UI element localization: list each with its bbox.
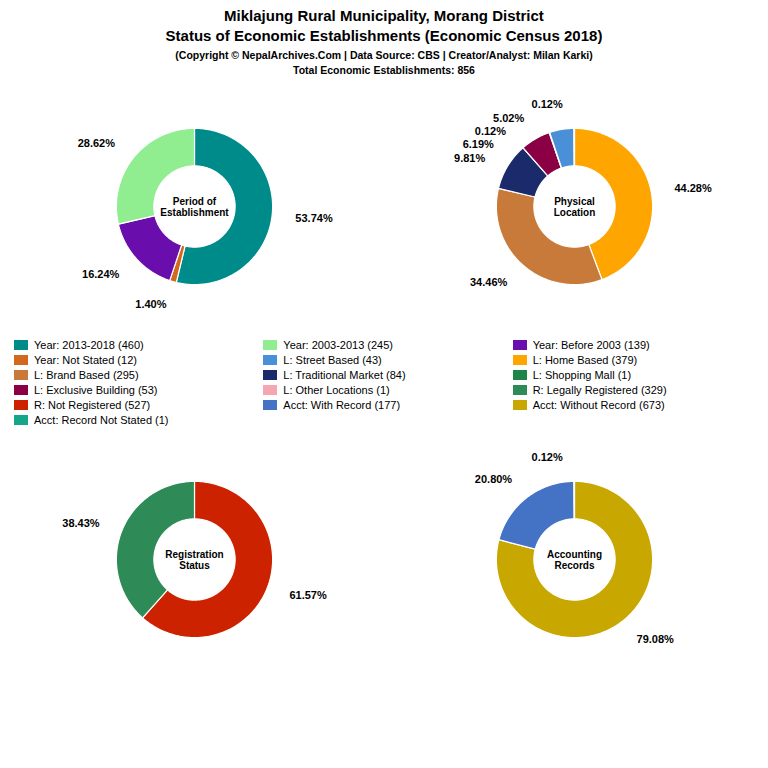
svg-text:PhysicalLocation: PhysicalLocation [554, 196, 596, 218]
svg-text:RegistrationStatus: RegistrationStatus [165, 549, 223, 571]
svg-text:0.12%: 0.12% [532, 99, 563, 111]
html-text:Miklajung Rural Municipality,: Miklajung Rural Municipality, Morang Dis… [165, 7, 603, 44]
html-text:L: Street Based (43): L: Street Based (43) [283, 354, 382, 367]
svg-text:0.12%: 0.12% [475, 125, 506, 137]
svg-text:28.62%: 28.62% [78, 137, 116, 149]
html-text:L: Brand Based (295): L: Brand Based (295) [34, 369, 139, 382]
html-text:(Copyright © NepalArchives.Com: (Copyright © NepalArchives.Com | Data So… [175, 49, 593, 76]
svg-text:53.74%: 53.74% [295, 212, 333, 224]
html-text:R: Legally Registered (329): R: Legally Registered (329) [532, 384, 667, 397]
svg-text:0.12%: 0.12% [532, 452, 563, 464]
svg-text:38.43%: 38.43% [62, 517, 100, 529]
html-text:L: Exclusive Building (53): L: Exclusive Building (53) [34, 384, 158, 397]
html-text:Acct: With Record (177): Acct: With Record (177) [283, 399, 401, 412]
svg-text:61.57%: 61.57% [289, 590, 327, 602]
html-text:L: Traditional Market (84): L: Traditional Market (84) [283, 369, 406, 382]
html-text:L: Other Locations (1): L: Other Locations (1) [283, 384, 390, 397]
html-text:Year: 2003-2013 (245): Year: 2003-2013 (245) [283, 339, 393, 352]
html-text:L: Home Based (379): L: Home Based (379) [532, 354, 638, 367]
html-text:Year: Before 2003 (139): Year: Before 2003 (139) [532, 339, 650, 352]
svg-text:6.19%: 6.19% [463, 139, 494, 151]
html-text:Year: Not Stated (12): Year: Not Stated (12) [34, 354, 137, 367]
svg-text:9.81%: 9.81% [454, 152, 485, 164]
html-text:R: Not Registered (527): R: Not Registered (527) [34, 399, 151, 412]
svg-text:1.40%: 1.40% [135, 298, 166, 310]
svg-text:34.46%: 34.46% [470, 277, 508, 289]
svg-text:20.80%: 20.80% [475, 473, 513, 485]
html-text:L: Shopping Mall (1): L: Shopping Mall (1) [532, 369, 632, 382]
html-text:Acct: Without Record (673): Acct: Without Record (673) [532, 399, 665, 412]
svg-text:16.24%: 16.24% [82, 269, 120, 281]
svg-text:44.28%: 44.28% [674, 182, 712, 194]
svg-text:Period ofEstablishment: Period ofEstablishment [160, 196, 229, 218]
html-text:Acct: Record Not Stated (1): Acct: Record Not Stated (1) [34, 414, 169, 427]
svg-text:5.02%: 5.02% [493, 112, 524, 124]
svg-text:AccountingRecords: AccountingRecords [547, 549, 602, 571]
svg-text:79.08%: 79.08% [637, 634, 675, 646]
html-text:Year: 2013-2018 (460): Year: 2013-2018 (460) [34, 339, 144, 352]
